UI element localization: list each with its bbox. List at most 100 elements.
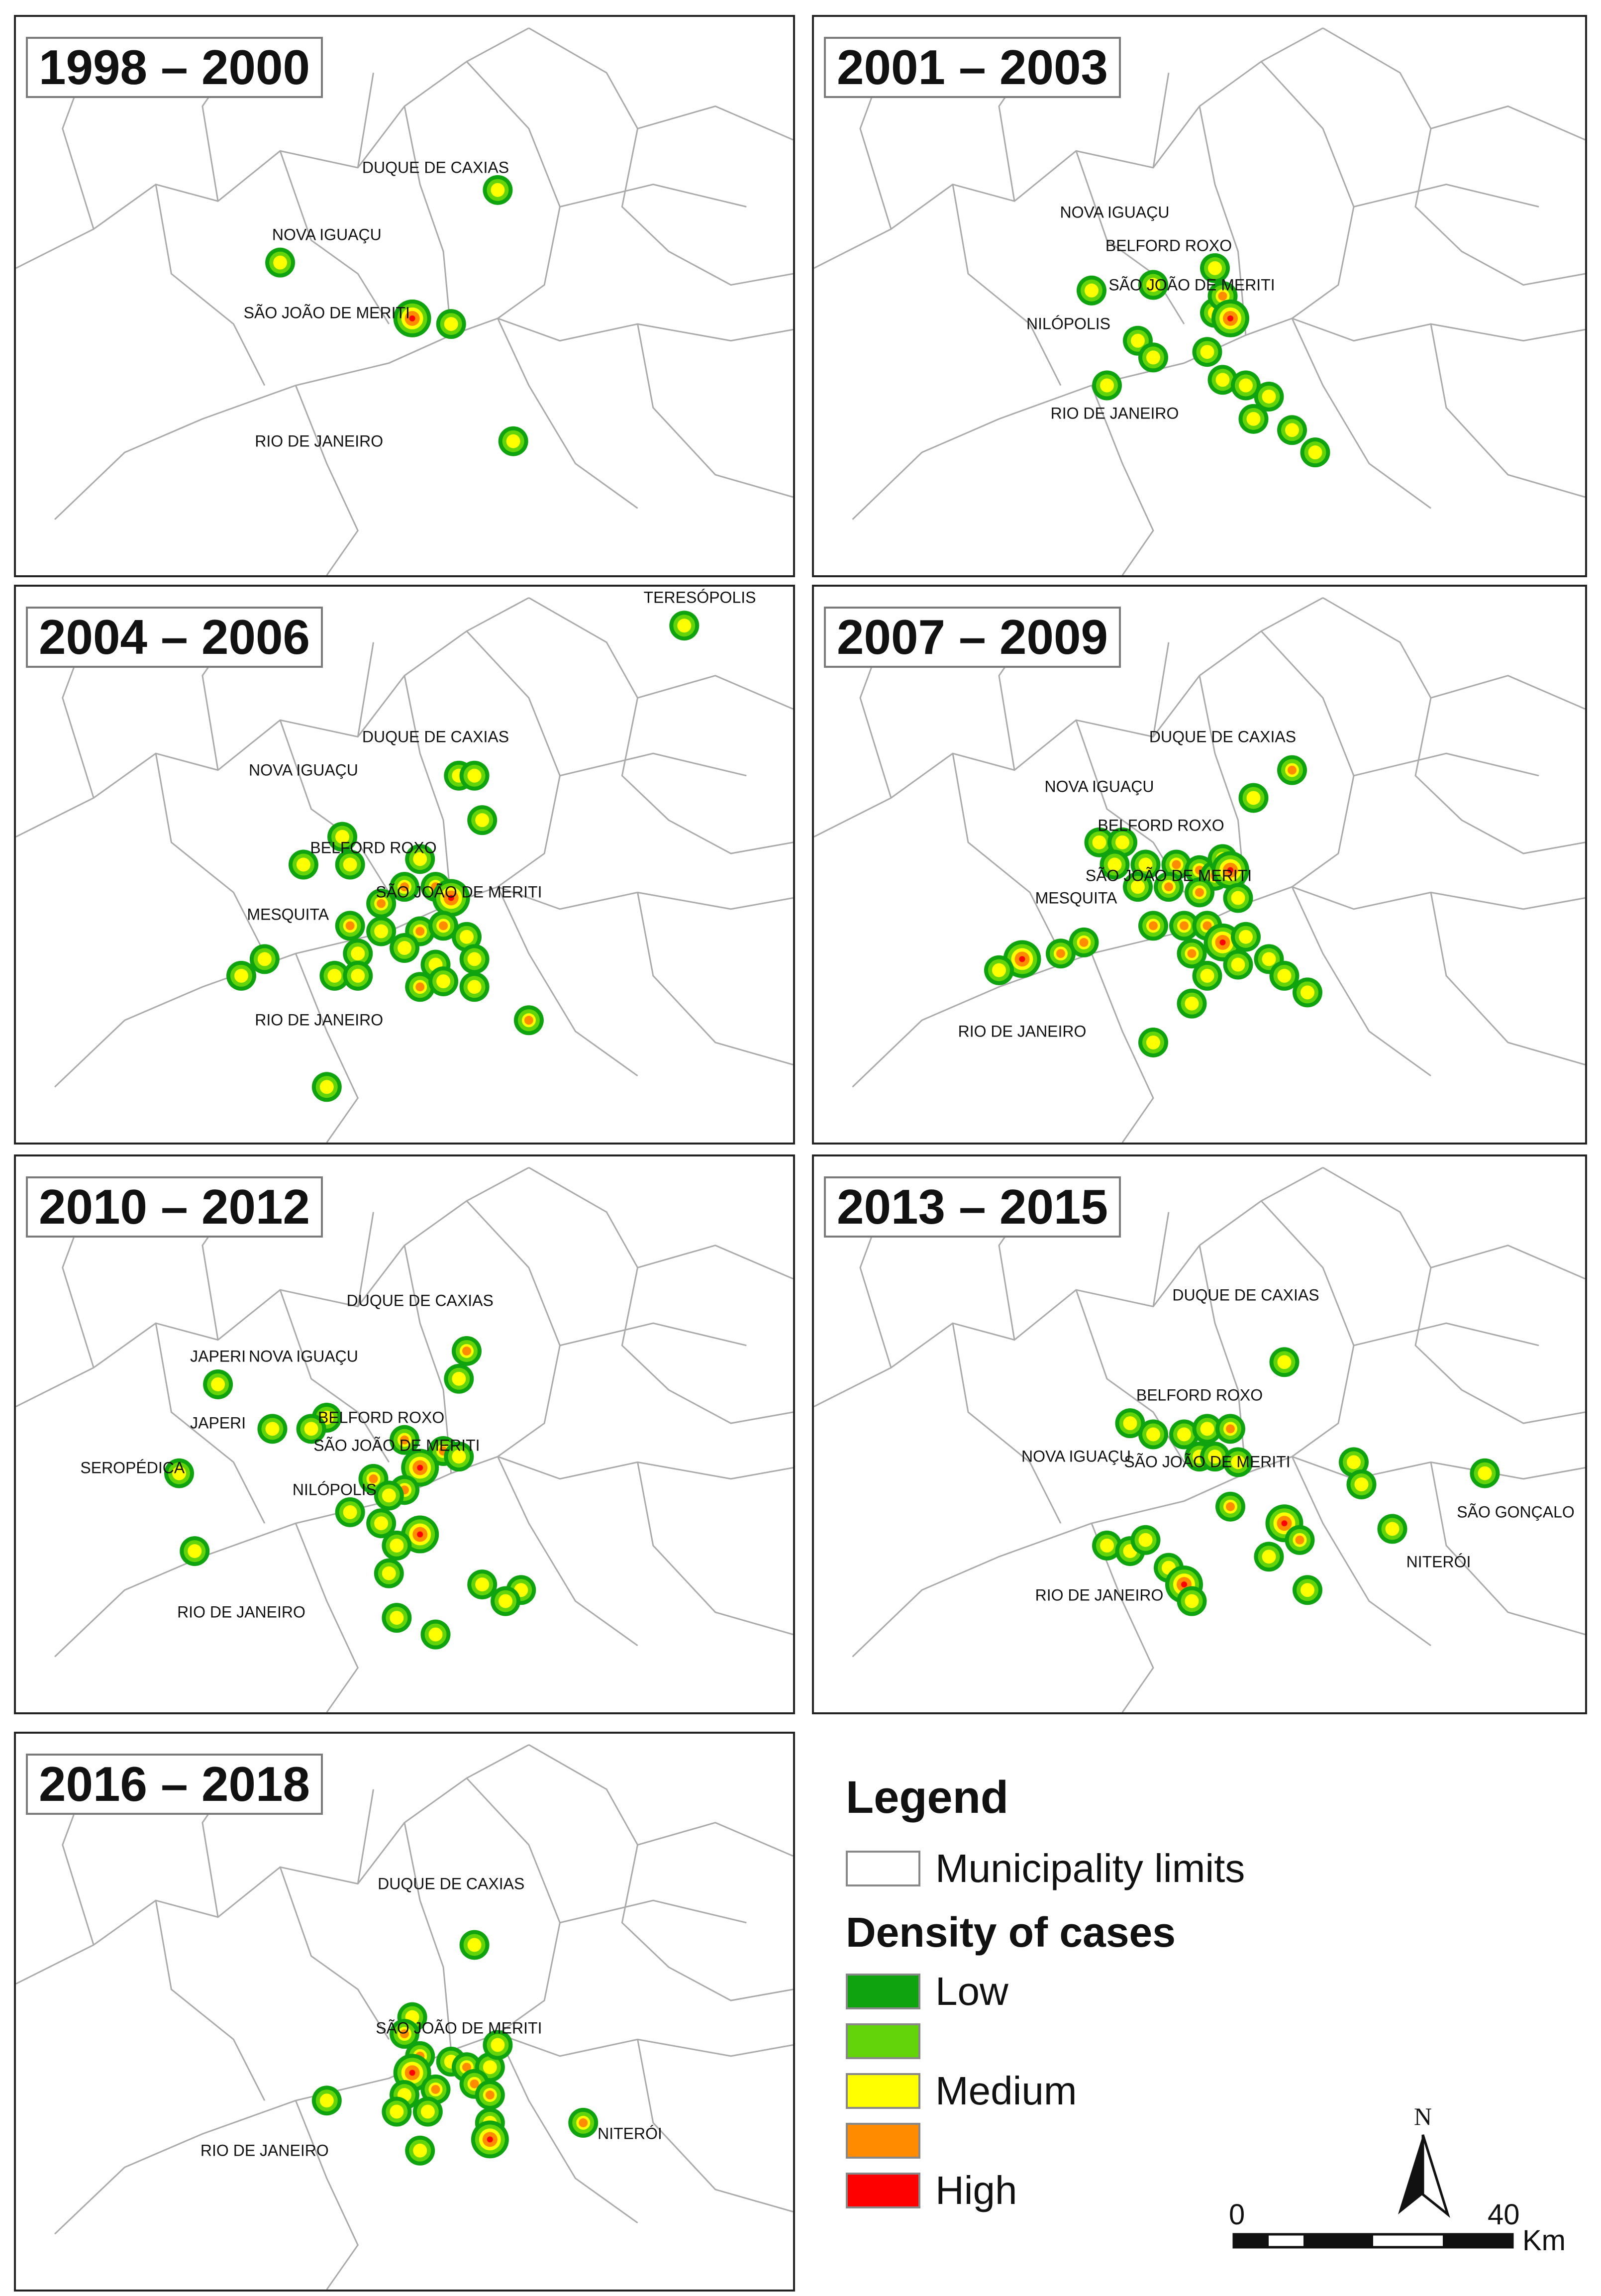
place-label: NOVA IGUAÇU: [1060, 203, 1170, 221]
hotspot-low: [1138, 1027, 1168, 1057]
hotspot-medium: [475, 2080, 505, 2110]
hotspot-low: [467, 1569, 498, 1600]
place-label: RIO DE JANEIRO: [1035, 1586, 1164, 1604]
place-label: BELFORD ROXO: [1098, 816, 1224, 835]
municipality-boundary: [560, 752, 747, 777]
hotspot-low: [420, 1619, 451, 1650]
place-label: NILÓPOLIS: [1026, 314, 1110, 333]
place-label: SEROPÉDICA: [80, 1459, 185, 1477]
hotspot-low: [319, 960, 350, 991]
place-label: NOVA IGUAÇU: [1044, 777, 1154, 796]
hotspot-medium: [335, 911, 365, 941]
hotspot-low: [164, 1458, 195, 1488]
hotspot-high: [471, 2120, 509, 2159]
hotspot-low: [459, 972, 490, 1002]
hotspot-low: [1254, 381, 1284, 412]
hotspot-low: [459, 1930, 490, 1960]
hotspot-low: [382, 1530, 412, 1561]
place-label: SÃO JOÃO DE MERITI: [1085, 866, 1252, 885]
municipality-boundary: [852, 1456, 1585, 1658]
municipality-boundary: [560, 1322, 747, 1347]
municipality-boundary: [637, 1462, 793, 1636]
municipality-boundary: [466, 630, 561, 888]
hotspot-low: [390, 933, 419, 963]
hotspot-low: [1223, 1447, 1253, 1477]
hotspot-low: [311, 2086, 342, 2116]
hotspot-low: [335, 1497, 365, 1527]
hotspot-low: [288, 849, 318, 880]
municipality-boundary: [528, 1167, 793, 1424]
municipality-boundary: [16, 597, 529, 837]
place-label: RIO DE JANEIRO: [255, 1011, 384, 1029]
hotspot-medium: [358, 1463, 389, 1494]
place-label: RIO DE JANEIRO: [200, 2141, 329, 2160]
hotspot-low: [444, 1363, 474, 1394]
hotspot-low: [459, 760, 490, 791]
density-swatch-0: [846, 1974, 920, 2009]
hotspot-medium: [1285, 1525, 1315, 1555]
municipality-boundary: [1322, 597, 1585, 854]
place-label: BELFORD ROXO: [1105, 236, 1232, 255]
density-level-2: Medium: [846, 2066, 1343, 2116]
map-panel-2001-2003: 2001 – 2003 NOVA IGUAÇU BELFORD ROXO SÃO JO…: [812, 15, 1587, 577]
municipality-boundary: [637, 2039, 793, 2213]
municipality-boundary: [528, 597, 793, 854]
place-label: DUQUE DE CAXIAS: [362, 158, 509, 177]
municipality-boundary: [952, 1323, 1062, 1524]
hotspot-low: [296, 1414, 326, 1444]
hotspot-low: [483, 2030, 513, 2060]
density-label-2: Medium: [935, 2069, 1077, 2113]
hotspot-low: [203, 1369, 233, 1399]
hotspot-low: [1223, 883, 1253, 913]
municipality-boundary: [637, 1245, 793, 1280]
municipality-boundary: [466, 61, 561, 319]
municipality-boundary: [528, 1744, 793, 2001]
map-canvas: [814, 27, 1585, 575]
hotspot-medium: [405, 972, 435, 1002]
municipality-boundary: [279, 1289, 390, 1463]
place-label: NOVA IGUAÇU: [248, 761, 358, 779]
period-title: 1998 – 2000: [26, 37, 323, 98]
hotspot-low: [483, 175, 513, 205]
map-panel-2004-2006: 2004 – 2006 TERESÓPOLIS DUQUE DE CAXIAS NOV…: [14, 585, 795, 1145]
hotspot-medium: [1215, 1414, 1245, 1444]
municipality-boundary: [1260, 61, 1355, 319]
hotspot-medium: [1277, 755, 1307, 785]
place-label: SÃO JOÃO DE MERITI: [376, 2019, 542, 2037]
hotspot-low: [1092, 1530, 1122, 1561]
hotspot-low: [498, 426, 528, 456]
place-label: DUQUE DE CAXIAS: [346, 1291, 494, 1310]
hotspot-low: [669, 611, 700, 641]
legend: Legend Municipality limits Density of ca…: [846, 1772, 1343, 2215]
municipality-boundary: [357, 1789, 375, 1884]
map-panel-2016-2018: 2016 – 2018 DUQUE DE CAXIAS SÃO JOÃO DE ME…: [14, 1732, 795, 2292]
hotspot-low: [366, 916, 397, 946]
hotspot-low: [382, 1603, 412, 1633]
hotspot-medium: [390, 1425, 419, 1455]
hotspot-low: [366, 1508, 397, 1539]
municipality-boundary: [1430, 105, 1585, 141]
density-level-3: [846, 2116, 1343, 2166]
municipality-boundary: [1091, 953, 1154, 1143]
municipality-boundary: [1430, 892, 1585, 1066]
hotspot-low: [444, 1442, 474, 1472]
municipality-boundary: [1260, 1200, 1355, 1458]
municipality-boundary: [497, 2033, 638, 2224]
municipality-boundary: [403, 1245, 452, 1473]
municipality-boundary: [1291, 886, 1431, 1077]
hotspot-low: [467, 805, 498, 835]
municipality-boundary: [952, 184, 1062, 386]
scale-start: 0: [1229, 2198, 1245, 2231]
period-title: 2007 – 2009: [824, 607, 1121, 668]
municipality-boundary: [1152, 72, 1170, 168]
place-label: NITERÓI: [1406, 1553, 1471, 1571]
municipality-boundary: [637, 892, 793, 1066]
municipality-boundary: [403, 1822, 452, 2051]
place-label: BELFORD ROXO: [310, 838, 437, 857]
density-swatch-3: [846, 2123, 920, 2159]
municipality-boundary: [1353, 752, 1539, 777]
municipality-boundary: [295, 1523, 359, 1712]
municipality-boundary: [155, 753, 266, 954]
municipality-boundary: [1152, 1212, 1170, 1307]
municipality-boundary: [295, 953, 359, 1143]
